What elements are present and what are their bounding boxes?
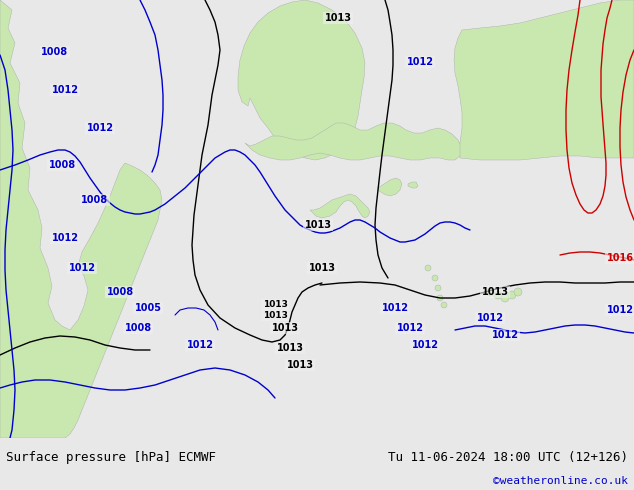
Text: 1013: 1013 xyxy=(271,323,299,333)
Circle shape xyxy=(514,288,522,296)
Circle shape xyxy=(425,265,431,271)
Text: 1013: 1013 xyxy=(287,360,313,370)
Circle shape xyxy=(437,295,443,301)
Polygon shape xyxy=(310,194,370,218)
Text: Tu 11-06-2024 18:00 UTC (12+126): Tu 11-06-2024 18:00 UTC (12+126) xyxy=(387,451,628,464)
Text: 1012: 1012 xyxy=(68,263,96,273)
Text: 1013
1013: 1013 1013 xyxy=(262,300,287,319)
Polygon shape xyxy=(408,182,418,188)
Text: 1012: 1012 xyxy=(51,85,79,95)
Text: 1012: 1012 xyxy=(382,303,408,313)
Polygon shape xyxy=(0,0,162,438)
Text: 1013: 1013 xyxy=(276,343,304,353)
Polygon shape xyxy=(238,0,365,160)
Text: Surface pressure [hPa] ECMWF: Surface pressure [hPa] ECMWF xyxy=(6,451,216,464)
Text: 1008: 1008 xyxy=(107,287,134,297)
Text: 1012: 1012 xyxy=(477,313,503,323)
Text: 1016: 1016 xyxy=(607,253,633,263)
Text: 1013: 1013 xyxy=(481,287,508,297)
Circle shape xyxy=(441,302,447,308)
Circle shape xyxy=(508,291,516,299)
Text: 1008: 1008 xyxy=(48,160,75,170)
Text: 1005: 1005 xyxy=(134,303,162,313)
Text: 1008: 1008 xyxy=(124,323,152,333)
Text: 1013: 1013 xyxy=(325,13,351,23)
Text: ©weatheronline.co.uk: ©weatheronline.co.uk xyxy=(493,476,628,486)
Circle shape xyxy=(486,288,494,296)
Circle shape xyxy=(501,294,509,302)
Circle shape xyxy=(494,291,502,299)
Text: 1013: 1013 xyxy=(309,263,335,273)
Polygon shape xyxy=(454,0,634,160)
Polygon shape xyxy=(378,178,402,196)
Text: 1012: 1012 xyxy=(86,123,113,133)
Text: 1013: 1013 xyxy=(304,220,332,230)
Text: 1012: 1012 xyxy=(607,305,633,315)
Text: 1012: 1012 xyxy=(491,330,519,340)
Text: 1012: 1012 xyxy=(396,323,424,333)
Circle shape xyxy=(432,275,438,281)
Text: 1008: 1008 xyxy=(41,47,68,57)
Polygon shape xyxy=(245,123,462,160)
Text: 1008: 1008 xyxy=(81,195,108,205)
Text: 1012: 1012 xyxy=(406,57,434,67)
Text: 1012: 1012 xyxy=(186,340,214,350)
Circle shape xyxy=(435,285,441,291)
Text: 1012: 1012 xyxy=(51,233,79,243)
Text: 1012: 1012 xyxy=(411,340,439,350)
